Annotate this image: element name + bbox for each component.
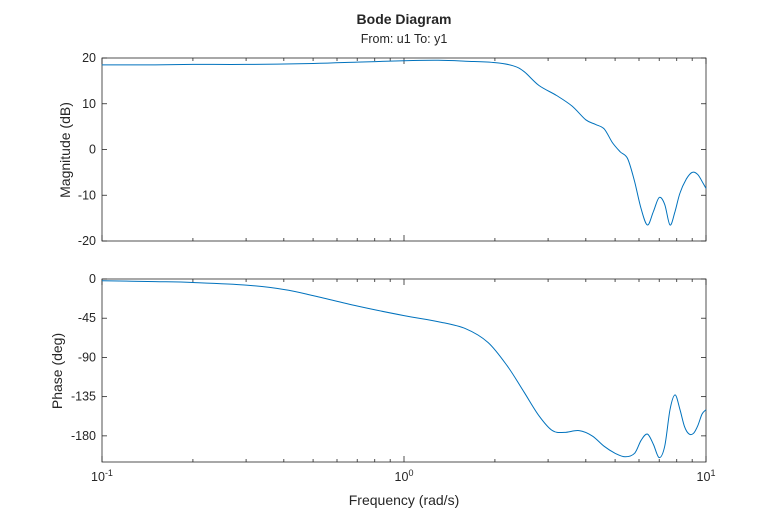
magnitude-ytick-label: -10 bbox=[78, 188, 96, 202]
phase-ytick-label: -180 bbox=[71, 429, 96, 443]
x-tick-label: 101 bbox=[697, 468, 716, 484]
phase-ytick-label: 0 bbox=[89, 272, 96, 286]
magnitude-ytick-label: 10 bbox=[82, 97, 96, 111]
magnitude-series-line bbox=[102, 59, 707, 226]
magnitude-panel: 20 10 0 -10 -20 bbox=[78, 51, 707, 248]
magnitude-y-axis-label: Magnitude (dB) bbox=[57, 102, 73, 198]
magnitude-ytick-label: -20 bbox=[78, 234, 96, 248]
x-tick-label: 10-1 bbox=[91, 468, 113, 484]
x-axis-label: Frequency (rad/s) bbox=[349, 492, 459, 508]
magnitude-ytick-label: 0 bbox=[89, 143, 96, 157]
phase-axes-box bbox=[101, 278, 707, 463]
phase-ytick-label: -45 bbox=[78, 311, 96, 325]
magnitude-ytick-label: 20 bbox=[82, 51, 96, 65]
x-tick-labels: 10-1 100 101 bbox=[91, 468, 715, 484]
chart-subtitle: From: u1 To: y1 bbox=[361, 32, 448, 46]
x-tick-label: 100 bbox=[395, 468, 414, 484]
magnitude-axes-box bbox=[101, 57, 707, 242]
phase-y-axis-label: Phase (deg) bbox=[49, 333, 65, 409]
chart-title: Bode Diagram bbox=[357, 11, 452, 27]
phase-ytick-label: -90 bbox=[78, 350, 96, 364]
phase-series-line bbox=[101, 280, 707, 459]
phase-panel: 0 -45 -90 -135 -180 bbox=[71, 272, 707, 463]
phase-ytick-label: -135 bbox=[71, 390, 96, 404]
